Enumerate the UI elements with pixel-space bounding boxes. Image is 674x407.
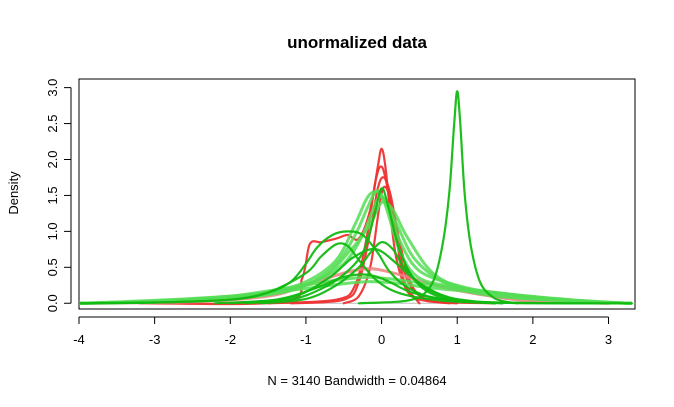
- x-tick-label: 2: [529, 332, 536, 347]
- density-curve-2: [267, 165, 459, 305]
- density-curve-13: [244, 187, 497, 305]
- series-layer: [79, 90, 635, 306]
- axes: -4 -3 -2 -1 0 1 2 3 0.0 0.5 1.0 1.5 2.0 2.5 3.0: [45, 79, 612, 347]
- density-curve-8: [79, 200, 633, 305]
- y-axis-label: Density: [6, 171, 21, 215]
- x-tick-label: 3: [605, 332, 612, 347]
- x-tick-label: 1: [454, 332, 461, 347]
- y-tick-label: 0.5: [45, 258, 60, 276]
- density-curve-16: [214, 273, 504, 305]
- x-tick-label: -2: [225, 332, 237, 347]
- density-curve-18: [79, 242, 633, 305]
- plot-frame: [78, 78, 636, 310]
- y-tick-label: 3.0: [45, 79, 60, 97]
- x-tick-label: -3: [149, 332, 161, 347]
- y-tick-label: 1.0: [45, 222, 60, 240]
- y-tick-label: 2.5: [45, 115, 60, 133]
- x-tick-label: -1: [300, 332, 312, 347]
- x-tick-label: 0: [378, 332, 385, 347]
- y-tick-label: 1.5: [45, 186, 60, 204]
- y-tick-label: 0.0: [45, 294, 60, 312]
- x-tick-label: -4: [73, 332, 85, 347]
- y-tick-label: 2.0: [45, 150, 60, 168]
- chart-title: unormalized data: [287, 33, 427, 52]
- x-axis-label: N = 3140 Bandwidth = 0.04864: [267, 373, 446, 388]
